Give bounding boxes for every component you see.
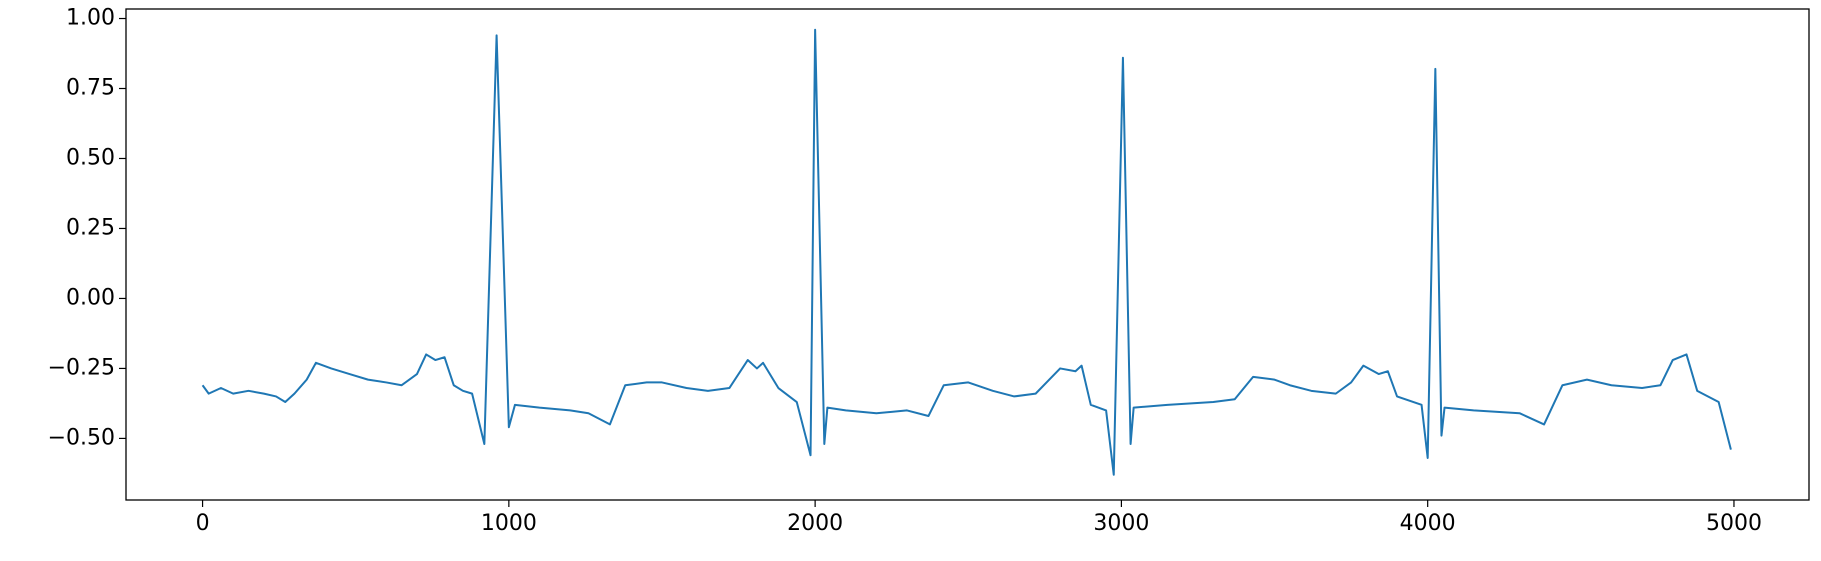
y-tick-label: −0.25: [48, 355, 115, 380]
x-tick-label: 5000: [1706, 511, 1762, 536]
y-tick-label: −0.50: [48, 425, 115, 450]
y-tick-label: 0.50: [66, 145, 115, 170]
y-tick-label: 0.75: [66, 76, 115, 101]
plot-frame: [125, 8, 1810, 501]
x-tick-label: 3000: [1093, 511, 1149, 536]
y-tick-label: 1.00: [66, 6, 115, 31]
y-tick-label: 0.25: [66, 215, 115, 240]
x-tick-label: 4000: [1400, 511, 1456, 536]
x-tick-label: 1000: [481, 511, 537, 536]
x-tick-label: 2000: [787, 511, 843, 536]
data-line: [201, 28, 1732, 476]
x-tick-label: 0: [196, 511, 210, 536]
y-tick-label: 0.00: [66, 285, 115, 310]
